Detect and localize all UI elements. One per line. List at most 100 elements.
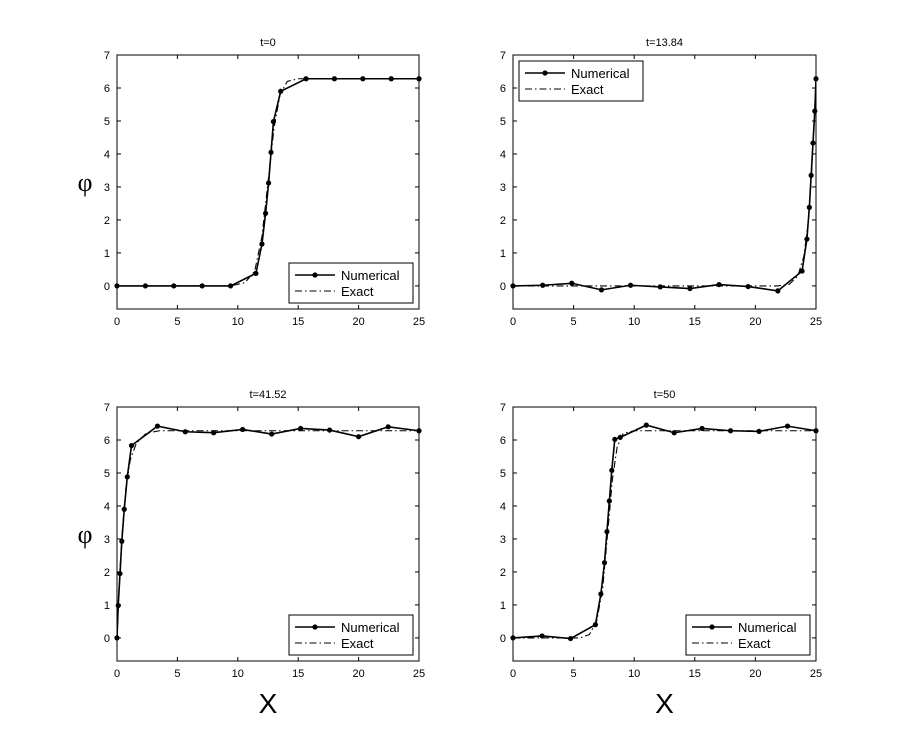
x-tick-label: 5 — [174, 316, 180, 328]
y-tick-label: 0 — [500, 633, 506, 645]
legend-box — [288, 614, 414, 656]
legend-marker-numerical — [542, 70, 548, 76]
data-point-numerical — [643, 422, 649, 428]
data-point-numerical — [699, 425, 705, 432]
x-tick-label: 5 — [174, 668, 180, 680]
y-tick-label: 6 — [104, 83, 110, 95]
x-tick-label: 0 — [114, 668, 120, 680]
y-tick-label: 2 — [500, 215, 506, 227]
data-point-numerical — [211, 430, 217, 436]
data-point-numerical — [182, 429, 188, 435]
data-point-numerical — [142, 283, 148, 289]
y-tick-label: 3 — [500, 182, 506, 194]
y-tick-label: 7 — [104, 50, 110, 62]
x-tick-label: 0 — [510, 316, 516, 328]
y-axis-label: φ — [77, 520, 92, 549]
data-point-numerical — [569, 280, 575, 286]
legend-label-numerical: Numerical — [571, 66, 630, 81]
y-tick-label: 5 — [104, 116, 110, 128]
data-point-numerical — [327, 427, 333, 433]
data-point-numerical — [119, 538, 125, 544]
x-tick-label: 25 — [413, 316, 425, 328]
legend-label-numerical: Numerical — [738, 620, 797, 635]
data-point-numerical — [385, 424, 391, 430]
x-tick-label: 0 — [510, 668, 516, 680]
y-tick-label: 4 — [500, 149, 506, 161]
y-tick-label: 3 — [104, 534, 110, 546]
chart-title: t=13.84 — [646, 37, 683, 49]
legend-marker-numerical — [312, 272, 318, 278]
legend-box — [685, 614, 811, 656]
data-point-numerical — [262, 210, 269, 216]
y-tick-label: 6 — [500, 83, 506, 95]
y-tick-label: 4 — [104, 501, 110, 513]
series-line-exact — [117, 78, 419, 287]
y-tick-label: 5 — [500, 116, 506, 128]
chart-title: t=0 — [260, 37, 276, 49]
legend-box — [518, 60, 644, 102]
data-point-numerical — [784, 423, 791, 429]
data-point-numerical — [266, 180, 272, 186]
data-point-numerical — [539, 633, 545, 639]
y-tick-label: 1 — [500, 600, 506, 612]
data-point-numerical — [121, 506, 127, 512]
plot-frame — [512, 54, 817, 310]
legend-marker-numerical — [312, 624, 318, 630]
data-point-numerical — [598, 287, 605, 293]
legend-marker-numerical — [709, 624, 715, 630]
x-tick-label: 10 — [232, 668, 244, 680]
x-tick-label: 25 — [810, 668, 822, 680]
x-tick-label: 5 — [571, 668, 577, 680]
plot-frame — [512, 406, 817, 662]
chart-title: t=41.52 — [249, 389, 286, 401]
y-tick-label: 2 — [104, 215, 110, 227]
y-tick-label: 4 — [500, 501, 506, 513]
data-point-numerical — [303, 76, 309, 82]
series-line-exact — [513, 430, 816, 639]
y-tick-label: 5 — [104, 468, 110, 480]
data-point-numerical — [567, 635, 574, 642]
data-point-numerical — [604, 529, 610, 535]
data-point-numerical — [612, 436, 618, 442]
legend-label-exact: Exact — [571, 82, 604, 97]
data-point-numerical — [727, 428, 734, 434]
x-tick-label: 10 — [232, 316, 244, 328]
x-tick-label: 20 — [352, 668, 364, 680]
legend-box — [288, 262, 414, 304]
data-point-numerical — [606, 498, 612, 504]
y-tick-label: 1 — [104, 248, 110, 260]
data-point-numerical — [540, 282, 546, 288]
y-tick-label: 6 — [104, 435, 110, 447]
y-axis-label: φ — [77, 168, 92, 197]
x-tick-label: 15 — [292, 316, 304, 328]
y-tick-label: 0 — [500, 281, 506, 293]
plot-frame — [116, 406, 420, 662]
data-point-numerical — [253, 270, 259, 276]
x-tick-label: 20 — [352, 316, 364, 328]
y-tick-label: 0 — [104, 633, 110, 645]
data-point-numerical — [804, 236, 810, 242]
data-point-numerical — [171, 283, 177, 289]
x-tick-label: 15 — [689, 316, 701, 328]
y-tick-label: 2 — [500, 567, 506, 579]
x-axis-label: X — [655, 688, 674, 719]
x-tick-label: 25 — [810, 316, 822, 328]
data-point-numerical — [687, 285, 693, 292]
data-point-numerical — [356, 434, 362, 440]
chart-title: t=50 — [654, 389, 676, 401]
data-point-numerical — [627, 282, 634, 288]
data-point-numerical — [331, 76, 338, 82]
data-point-numerical — [756, 428, 762, 435]
data-point-numerical — [227, 283, 234, 289]
data-point-numerical — [154, 423, 161, 429]
series-line-exact — [117, 430, 419, 638]
x-tick-label: 20 — [749, 316, 761, 328]
x-tick-label: 10 — [628, 316, 640, 328]
data-point-numerical — [128, 442, 135, 449]
y-tick-label: 3 — [104, 182, 110, 194]
data-point-numerical — [269, 431, 275, 437]
